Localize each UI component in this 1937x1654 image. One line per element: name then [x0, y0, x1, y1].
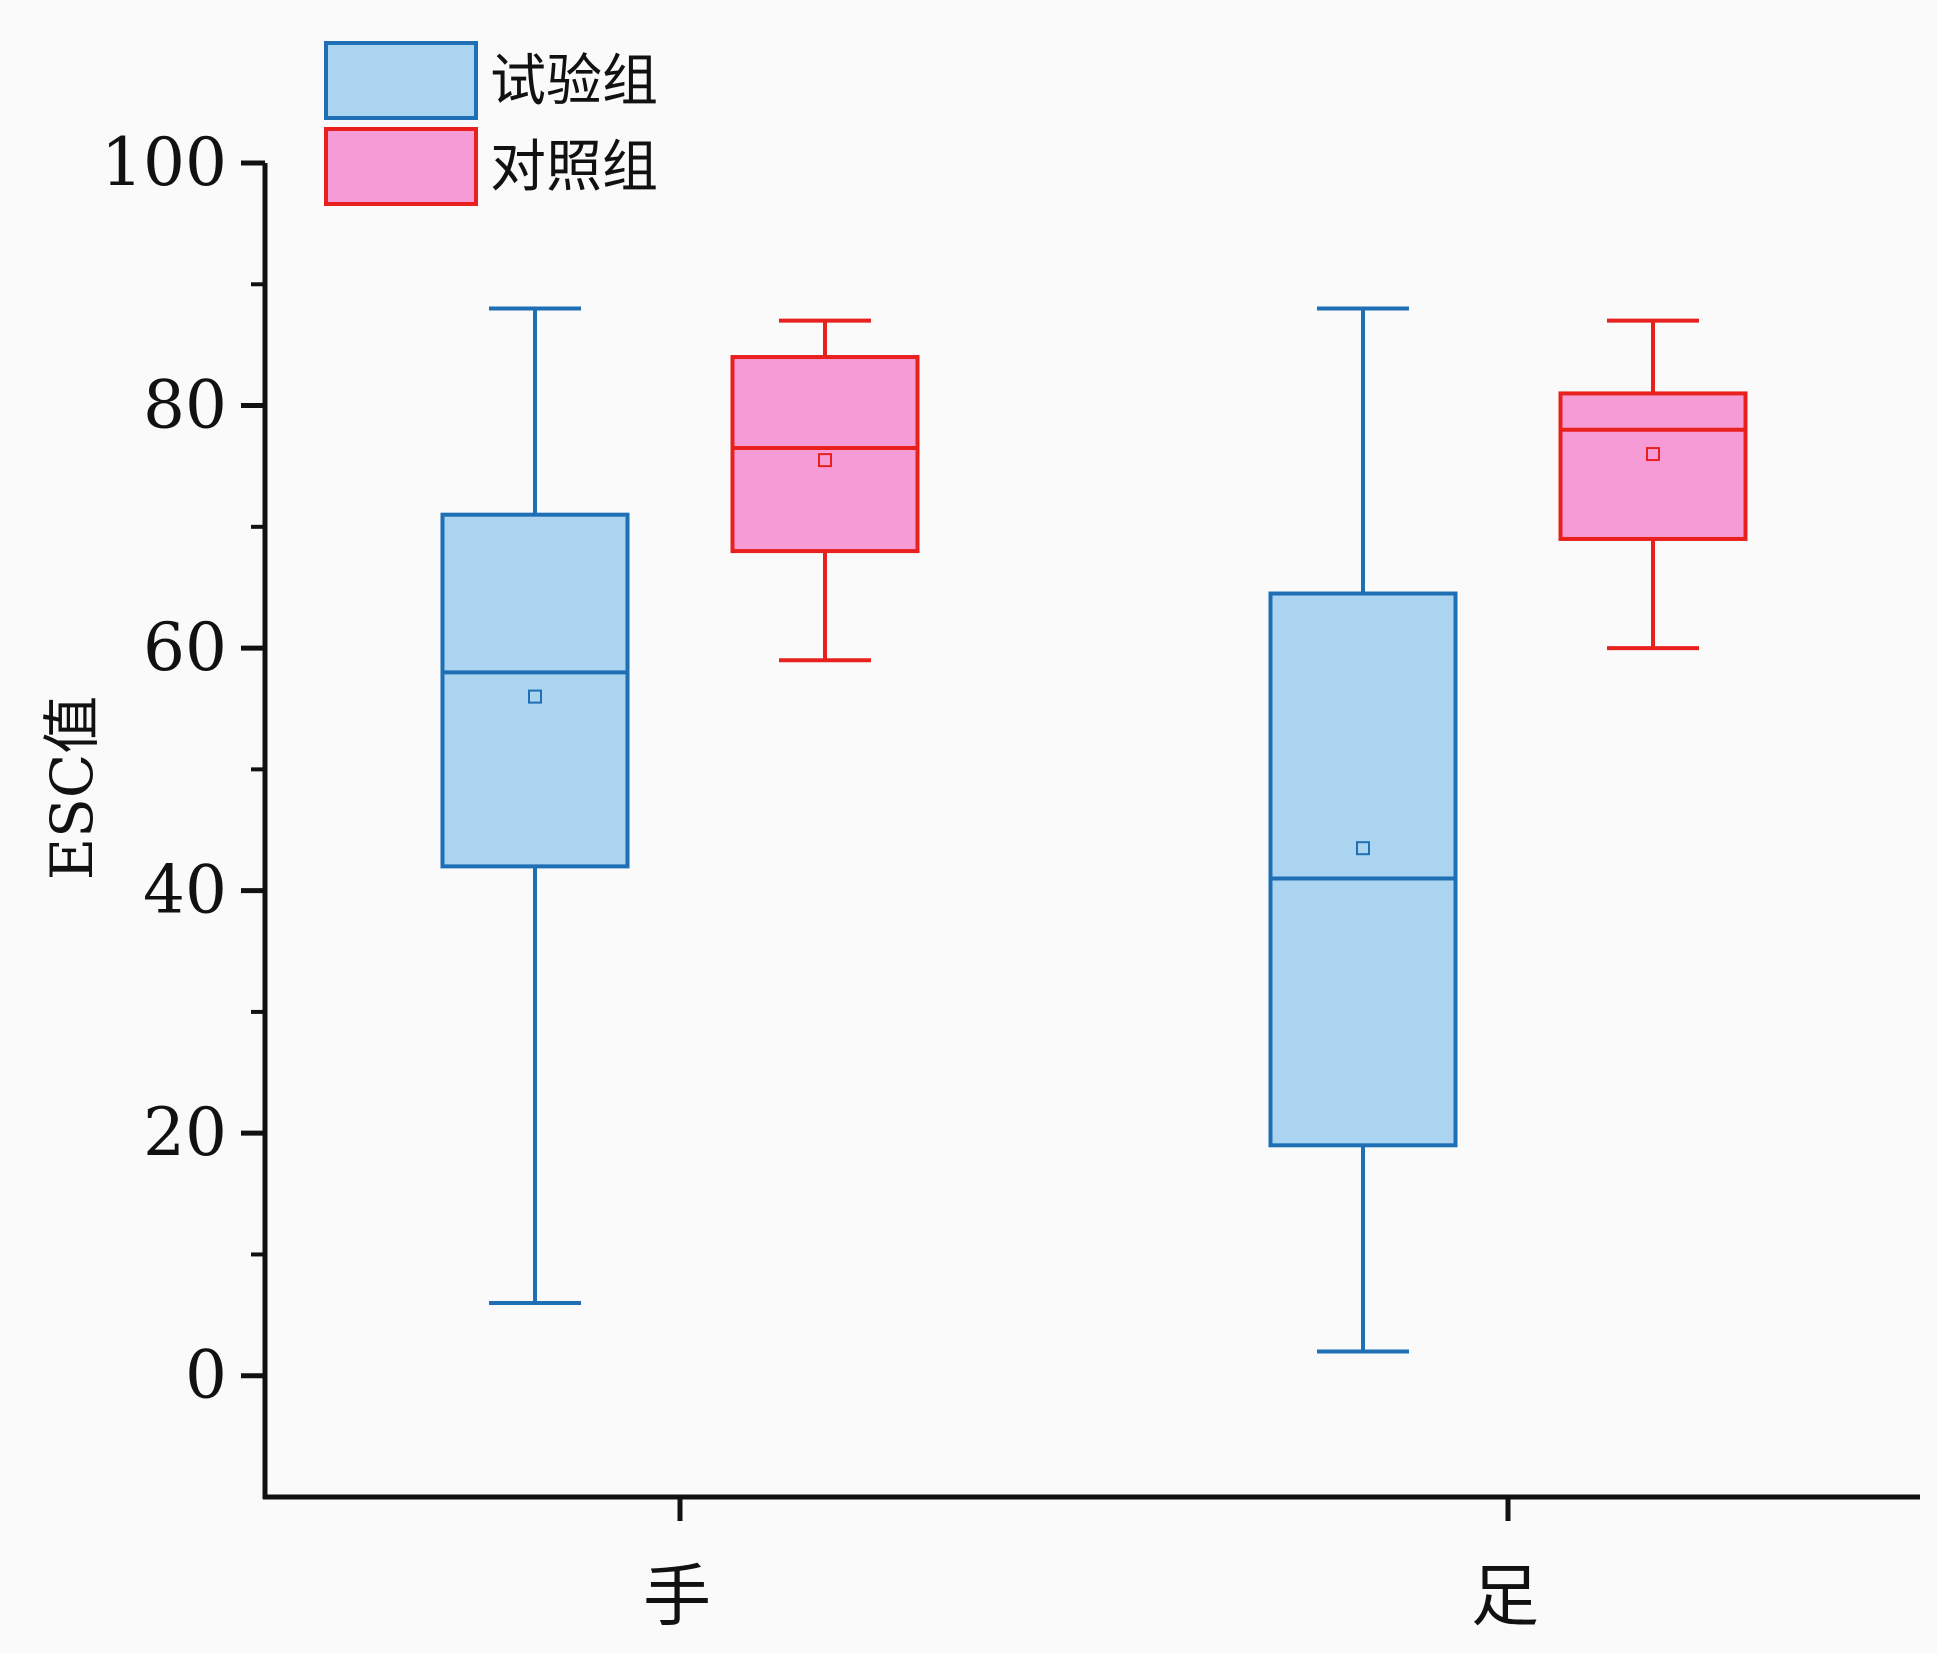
axes: 0 20 40 60 80 100 手 足	[101, 124, 1920, 1637]
legend-label: 试验组	[490, 49, 658, 114]
x-tick-label: 手	[643, 1558, 711, 1637]
mean-marker	[1356, 841, 1370, 856]
y-tick-label: 100	[101, 124, 227, 201]
legend-label: 对照组	[490, 135, 658, 200]
y-tick-label: 40	[143, 852, 227, 929]
legend-swatch	[324, 127, 478, 206]
mean-marker	[1646, 447, 1660, 462]
legend-swatch	[324, 41, 478, 120]
iqr-box	[1558, 391, 1748, 541]
box-试验组-手	[440, 306, 630, 1305]
mean-marker	[528, 689, 542, 704]
y-axis-title: ESC值	[38, 696, 106, 880]
box-试验组-足	[1268, 306, 1458, 1354]
box-对照组-手	[730, 318, 920, 663]
y-tick-label: 60	[143, 609, 227, 686]
box-对照组-足	[1558, 318, 1748, 651]
y-tick-label: 20	[143, 1094, 227, 1171]
iqr-box	[1268, 591, 1458, 1148]
x-tick-label: 足	[1471, 1558, 1539, 1637]
mean-marker	[818, 453, 832, 468]
y-tick-label: 80	[143, 367, 227, 444]
y-tick-label: 0	[185, 1337, 227, 1414]
boxes	[440, 306, 1748, 1354]
